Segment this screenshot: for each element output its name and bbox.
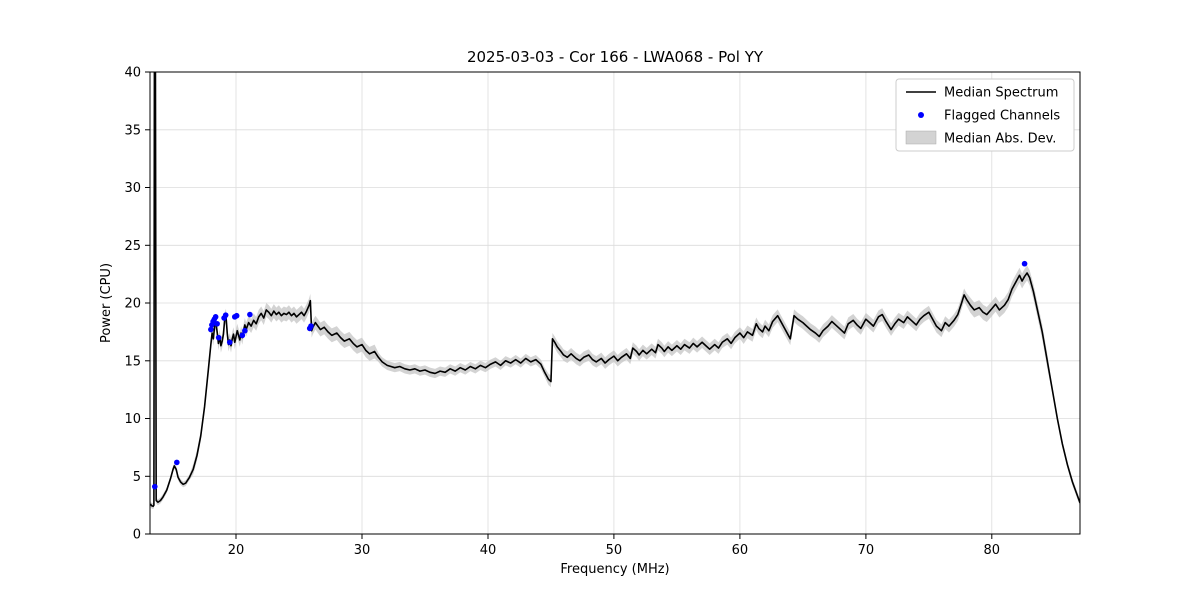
x-axis-label: Frequency (MHz) <box>560 562 669 577</box>
flagged-channel-point <box>233 312 240 319</box>
y-tick-label: 35 <box>124 123 141 138</box>
y-tick-label: 15 <box>124 354 141 369</box>
legend: Median Spectrum Flagged Channels Median … <box>895 78 1075 152</box>
legend-dot-sample-icon <box>918 112 924 118</box>
flagged-channel-point <box>247 311 253 318</box>
x-tick-label: 50 <box>606 543 623 558</box>
flagged-channel-point <box>222 312 229 318</box>
legend-label-flagged-channels: Flagged Channels <box>944 109 1060 124</box>
legend-label-median-spectrum: Median Spectrum <box>944 86 1058 101</box>
axis-tick-labels: 20 30 40 50 60 70 80 0 5 10 15 20 25 30 35 40 <box>124 66 1000 559</box>
flagged-channel-point <box>214 320 220 327</box>
x-tick-label: 20 <box>228 543 245 558</box>
x-tick-label: 80 <box>984 543 1001 558</box>
y-tick-label: 25 <box>124 239 141 254</box>
flagged-channel-point <box>1021 260 1028 267</box>
y-tick-label: 40 <box>124 66 141 81</box>
x-tick-label: 70 <box>858 543 875 558</box>
flagged-channel-point <box>242 327 248 334</box>
legend-box <box>895 78 1075 152</box>
y-tick-label: 20 <box>124 297 141 312</box>
x-tick-label: 60 <box>732 543 749 558</box>
flagged-channel-point <box>174 459 180 466</box>
y-tick-label: 0 <box>133 528 141 543</box>
flagged-channel-point <box>215 334 222 341</box>
axis-ticks <box>145 71 993 539</box>
y-tick-label: 5 <box>133 470 141 485</box>
legend-band-sample-icon <box>905 130 937 145</box>
y-tick-label: 10 <box>124 412 141 427</box>
median-spectrum-line <box>150 72 1080 508</box>
chart-title: 2025-03-03 - Cor 166 - LWA068 - Pol YY <box>467 48 764 66</box>
y-axis-label: Power (CPU) <box>99 263 114 343</box>
legend-label-median-abs-dev: Median Abs. Dev. <box>944 132 1056 147</box>
flagged-channel-point <box>308 323 314 329</box>
flagged-channel-point <box>151 483 158 490</box>
flagged-channel-point <box>208 326 214 333</box>
median-spectrum-path <box>150 72 1080 508</box>
x-tick-label: 30 <box>354 543 371 558</box>
flagged-channel-points <box>151 260 1028 490</box>
grid-lines <box>150 71 1080 535</box>
x-tick-label: 40 <box>480 543 497 558</box>
flagged-channel-point <box>212 314 219 320</box>
y-tick-label: 30 <box>124 181 141 196</box>
flagged-channel-point <box>226 339 233 346</box>
flagged-channel-point <box>239 332 246 339</box>
